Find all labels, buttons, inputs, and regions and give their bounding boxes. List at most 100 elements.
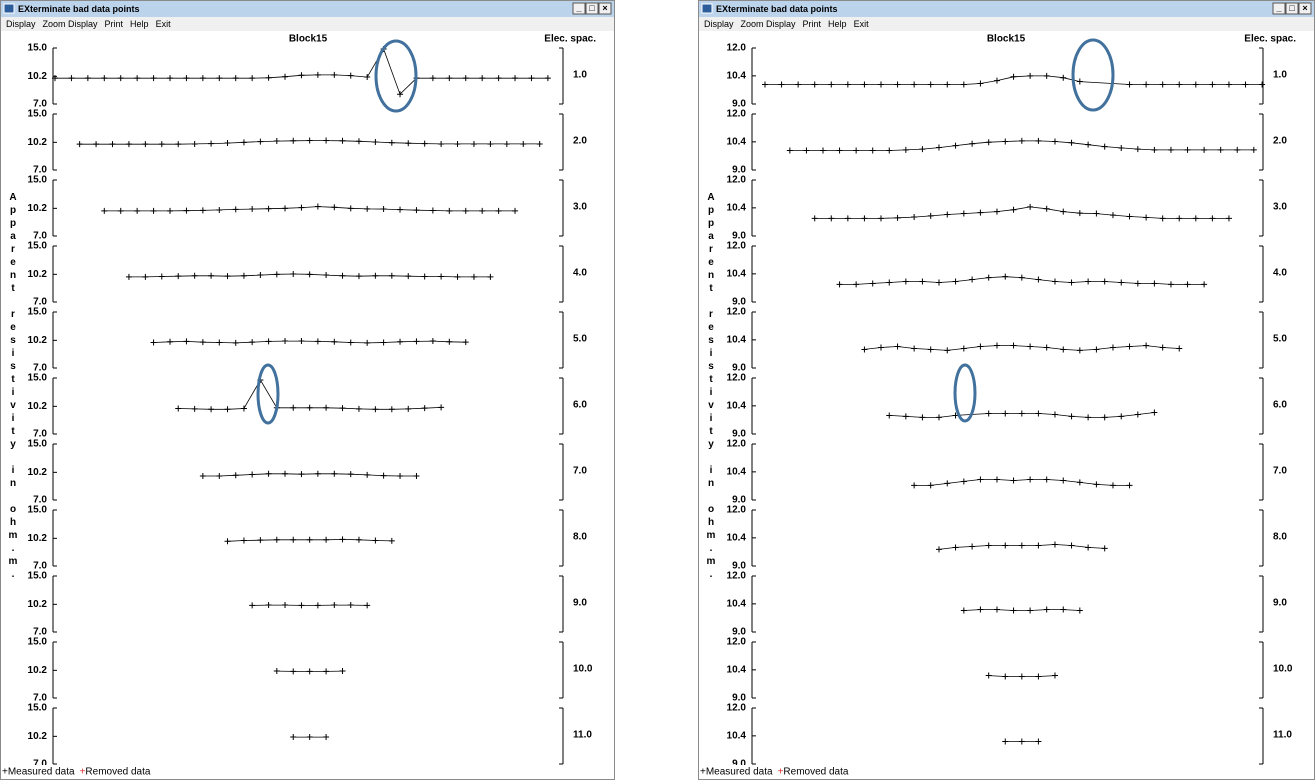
profile-row: 12.0 10.4 9.0 4.0 bbox=[727, 241, 1288, 308]
menu-item[interactable]: Exit bbox=[156, 19, 172, 29]
data-point bbox=[902, 278, 909, 285]
menu-item[interactable]: Display bbox=[6, 19, 36, 29]
y-tick-label: 15.0 bbox=[28, 43, 48, 54]
data-point bbox=[339, 668, 346, 675]
minimize-button[interactable]: _ bbox=[1272, 2, 1286, 15]
maximize-button-glyph[interactable]: □ bbox=[589, 3, 595, 13]
maximize-button-face[interactable] bbox=[1285, 2, 1299, 15]
data-point bbox=[1076, 607, 1083, 614]
menu-item[interactable]: Zoom Display bbox=[43, 19, 99, 29]
data-point bbox=[1043, 606, 1050, 613]
close-button[interactable]: × bbox=[1298, 2, 1312, 15]
data-point bbox=[323, 137, 330, 144]
data-point bbox=[993, 476, 1000, 483]
y-axis-title: Apparent resistivity in ohm.m. bbox=[706, 192, 717, 582]
y-tick-label: 10.4 bbox=[727, 136, 747, 147]
maximize-button-glyph[interactable]: □ bbox=[1289, 3, 1295, 13]
profile-row: 15.0 10.2 7.0 1.0 bbox=[28, 43, 588, 110]
data-point bbox=[232, 339, 239, 346]
data-point bbox=[1018, 542, 1025, 549]
data-point bbox=[175, 141, 182, 148]
menu-item[interactable]: Help bbox=[828, 19, 847, 29]
data-point bbox=[265, 74, 272, 81]
data-point bbox=[1051, 278, 1058, 285]
close-button-glyph[interactable]: × bbox=[602, 3, 607, 13]
data-point bbox=[479, 207, 486, 214]
menu-item[interactable]: Print bbox=[105, 19, 124, 29]
maximize-button-face[interactable] bbox=[585, 2, 599, 15]
menu-item[interactable]: Help bbox=[130, 19, 149, 29]
data-point bbox=[952, 544, 959, 551]
data-point bbox=[117, 207, 124, 214]
data-point bbox=[1101, 278, 1108, 285]
data-point bbox=[314, 338, 321, 345]
profile-row: 12.0 10.4 9.0 5.0 bbox=[727, 307, 1288, 374]
close-button-glyph[interactable]: × bbox=[1302, 3, 1307, 13]
data-point bbox=[298, 602, 305, 609]
data-point bbox=[347, 471, 354, 478]
minimize-button-face[interactable] bbox=[572, 2, 586, 15]
electrode-spacing-label: 2.0 bbox=[1273, 136, 1287, 147]
minimize-button[interactable]: _ bbox=[572, 2, 586, 15]
data-point bbox=[364, 339, 371, 346]
data-point bbox=[446, 75, 453, 82]
data-point bbox=[199, 473, 206, 480]
menu-item[interactable]: Display bbox=[704, 19, 734, 29]
data-point bbox=[208, 406, 215, 413]
y-tick-label: 10.2 bbox=[28, 71, 48, 82]
highlight-ellipse bbox=[1071, 38, 1115, 112]
electrode-spacing-label: 3.0 bbox=[1273, 202, 1287, 213]
data-point bbox=[240, 139, 247, 146]
close-button-face[interactable] bbox=[598, 2, 612, 15]
window-frame bbox=[698, 0, 1315, 780]
y-tick-label: 9.0 bbox=[732, 363, 746, 374]
electrode-spacing-label: 6.0 bbox=[573, 400, 587, 411]
menu-item[interactable]: Exit bbox=[854, 19, 870, 29]
y-tick-label: 12.0 bbox=[727, 307, 747, 318]
menu-item[interactable]: Zoom Display bbox=[741, 19, 797, 29]
data-point bbox=[249, 602, 256, 609]
minimize-button-glyph[interactable]: _ bbox=[575, 3, 582, 13]
data-point bbox=[413, 338, 420, 345]
y-tick-label: 15.0 bbox=[28, 505, 48, 516]
data-point bbox=[969, 543, 976, 550]
data-point bbox=[1051, 672, 1058, 679]
data-point bbox=[265, 338, 272, 345]
data-point bbox=[1085, 141, 1092, 148]
data-point bbox=[462, 75, 469, 82]
data-point bbox=[1043, 476, 1050, 483]
data-point bbox=[1217, 146, 1224, 153]
y-tick-label: 10.4 bbox=[727, 400, 747, 411]
data-point bbox=[183, 207, 190, 214]
minimize-button-glyph[interactable]: _ bbox=[1275, 3, 1282, 13]
data-point bbox=[1002, 138, 1009, 145]
window-frame bbox=[0, 0, 615, 780]
data-point bbox=[323, 734, 330, 741]
close-button-face[interactable] bbox=[1298, 2, 1312, 15]
data-point bbox=[877, 81, 884, 88]
y-tick-label: 15.0 bbox=[28, 439, 48, 450]
window-title: EXterminate bad data points bbox=[716, 4, 838, 14]
electrode-spacing-label: 4.0 bbox=[573, 268, 587, 279]
data-point bbox=[1093, 346, 1100, 353]
data-point bbox=[298, 72, 305, 79]
data-point bbox=[536, 140, 543, 147]
data-point bbox=[364, 205, 371, 212]
y-tick-label: 12.0 bbox=[727, 637, 747, 648]
y-tick-label: 15.0 bbox=[28, 571, 48, 582]
data-point bbox=[1051, 541, 1058, 548]
electrode-spacing-label: 2.0 bbox=[573, 136, 587, 147]
data-point bbox=[339, 137, 346, 144]
y-tick-label: 7.0 bbox=[33, 363, 47, 374]
data-point bbox=[977, 80, 984, 87]
data-point bbox=[101, 207, 108, 214]
close-button[interactable]: × bbox=[598, 2, 612, 15]
menu-item[interactable]: Print bbox=[803, 19, 822, 29]
y-tick-label: 9.0 bbox=[732, 429, 746, 440]
maximize-button[interactable]: □ bbox=[585, 2, 599, 15]
minimize-button-face[interactable] bbox=[1272, 2, 1286, 15]
y-tick-label: 7.0 bbox=[33, 693, 47, 704]
data-point bbox=[869, 147, 876, 154]
maximize-button[interactable]: □ bbox=[1285, 2, 1299, 15]
